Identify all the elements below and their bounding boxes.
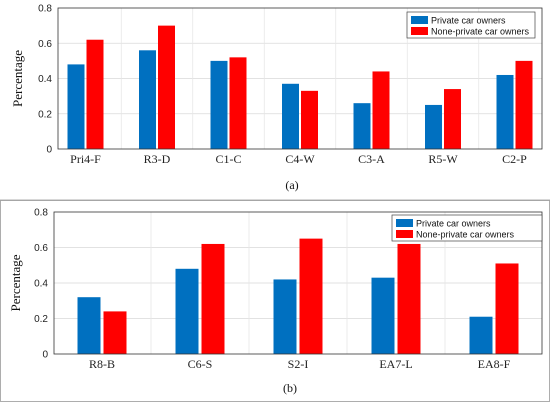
y-tick-label: 0.2	[34, 314, 48, 325]
y-axis-label: Percentage	[10, 50, 25, 107]
bar-none-private-c4-w	[301, 90, 318, 149]
bar-private-r3-d	[139, 50, 156, 149]
bar-private-pri4-f	[67, 64, 85, 149]
bar-none-private-c2-p	[515, 60, 533, 149]
bar-none-private-s2-i	[299, 238, 323, 354]
y-tick-label: 0.6	[34, 243, 48, 254]
legend-box	[391, 214, 543, 242]
x-tick-label: C4-W	[285, 152, 315, 166]
y-tick-label: 0	[42, 350, 48, 361]
legend-swatch	[411, 27, 428, 35]
y-tick-label: 0.4	[38, 74, 52, 85]
x-tick-label: S2-I	[288, 357, 309, 371]
legend-entry: Private car owners	[431, 16, 506, 26]
x-tick-label: C1-C	[215, 152, 241, 166]
x-tick-label: EA8-F	[478, 357, 511, 371]
bar-private-s2-i	[273, 279, 297, 354]
legend-entry: None-private car owners	[431, 27, 530, 37]
x-tick-label: C3-A	[358, 152, 385, 166]
bar-none-private-ea7-l	[397, 243, 421, 354]
legend-entry: None-private car owners	[416, 230, 515, 240]
axes-frame	[53, 211, 543, 355]
y-tick-label: 0	[46, 145, 52, 156]
axes-frame	[57, 7, 543, 150]
y-tick-label: 0.8	[38, 4, 52, 15]
x-tick-label: C2-P	[502, 152, 527, 166]
x-tick-label: Pri4-F	[70, 152, 101, 166]
bar-none-private-c3-a	[372, 71, 390, 149]
panel-label: (a)	[285, 178, 298, 192]
legend-box	[406, 11, 536, 39]
panel-label: (b)	[283, 381, 297, 395]
bar-private-c2-p	[496, 74, 514, 149]
chart-panel-a: 0 0.2 0.4 0.6 0.8 Pri4-F R3-D C1-C C4-W C3-A R5-W C…	[10, 4, 543, 192]
bar-private-r8-b	[77, 297, 101, 354]
y-tick-label: 0.6	[38, 39, 52, 50]
bar-private-c1-c	[210, 60, 228, 149]
bar-none-private-pri4-f	[86, 39, 104, 149]
bar-private-c4-w	[282, 83, 299, 149]
bar-private-ea8-f	[469, 316, 493, 354]
bar-none-private-ea8-f	[495, 263, 519, 354]
bar-private-ea7-l	[371, 277, 395, 354]
x-tick-label: R8-B	[89, 357, 115, 371]
y-tick-label: 0.8	[34, 208, 48, 219]
bar-none-private-c6-s	[201, 243, 225, 354]
bar-private-r5-w	[425, 104, 442, 149]
chart-panel-b: 0 0.2 0.4 0.6 0.8 R8-B C6-S S2-I EA7-L EA8-F Perce…	[8, 208, 543, 395]
bar-none-private-c1-c	[229, 57, 247, 149]
bar-none-private-r8-b	[103, 311, 127, 354]
x-tick-label: C6-S	[188, 357, 213, 371]
legend-entry: Private car owners	[416, 219, 491, 229]
x-tick-label: EA7-L	[379, 357, 412, 371]
x-tick-label: R3-D	[144, 152, 171, 166]
bar-none-private-r5-w	[444, 89, 461, 149]
y-tick-label: 0.2	[38, 109, 52, 120]
bar-none-private-r3-d	[158, 25, 175, 149]
y-tick-label: 0.4	[34, 279, 48, 290]
bar-private-c3-a	[353, 103, 371, 149]
x-tick-label: R5-W	[428, 152, 458, 166]
legend-swatch	[396, 219, 413, 227]
legend-swatch	[411, 16, 428, 24]
bar-private-c6-s	[175, 268, 199, 354]
legend-swatch	[396, 230, 413, 238]
y-axis-label: Percentage	[8, 254, 23, 311]
